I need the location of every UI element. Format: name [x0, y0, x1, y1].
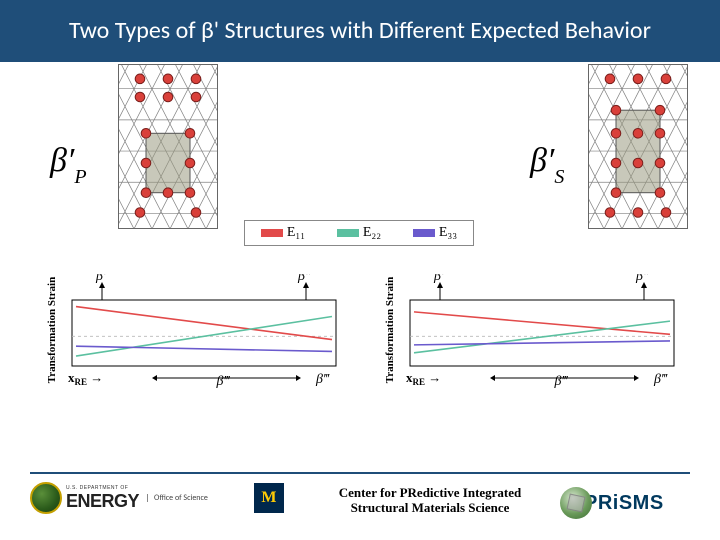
title-band: Two Types of β' Structures with Differen… [0, 0, 720, 62]
legend-label: E₁₁ [287, 225, 305, 241]
legend-item: E₂₂ [337, 225, 381, 241]
center-name: Center for PRedictive Integrated Structu… [320, 486, 540, 516]
legend-label: E₃₃ [439, 225, 457, 241]
legend-item: E₁₁ [261, 225, 305, 241]
svg-text:β″: β″ [635, 274, 649, 284]
doe-energy: ENERGY [66, 491, 139, 512]
svg-text:β‴: β‴ [653, 372, 668, 387]
strain-chart-right: β′ β″ xRE → β‴ β‴ [400, 274, 680, 394]
svg-text:β‴: β‴ [216, 374, 231, 389]
svg-text:β″: β″ [297, 274, 311, 284]
svg-text:xRE →: xRE → [406, 370, 441, 387]
legend-item: E₃₃ [413, 225, 457, 241]
doe-department: U.S. DEPARTMENT OF [66, 485, 139, 491]
svg-text:β‴: β‴ [554, 374, 569, 389]
svg-text:xRE →: xRE → [68, 370, 103, 387]
footer: U.S. DEPARTMENT OF ENERGY Office of Scie… [0, 472, 720, 540]
chart-ylabel-right: Transformation Strain [384, 270, 396, 390]
content-area: β′P β′S E₁₁ E₂₂ E₃₃ Transformation Strai… [0, 62, 720, 472]
svg-text:β′: β′ [95, 274, 107, 284]
legend: E₁₁ E₂₂ E₃₃ [244, 220, 474, 246]
doe-logo: U.S. DEPARTMENT OF ENERGY Office of Scie… [30, 482, 208, 514]
footer-logos: U.S. DEPARTMENT OF ENERGY Office of Scie… [30, 482, 284, 514]
lattice-diagram-left [118, 64, 218, 229]
doe-office: Office of Science [147, 494, 208, 503]
legend-swatch [261, 229, 283, 237]
legend-label: E₂₂ [363, 225, 381, 241]
svg-text:β′: β′ [433, 274, 445, 284]
prisms-text: PRiSMS [584, 492, 664, 515]
formula-beta-s: β′S [530, 142, 564, 185]
strain-chart-left: β′ β″ xRE → β‴ β‴ [62, 274, 342, 394]
umich-logo: M [254, 483, 284, 513]
legend-swatch [413, 229, 435, 237]
prisms-sphere-icon [560, 487, 592, 519]
doe-seal-icon [30, 482, 62, 514]
chart-ylabel-left: Transformation Strain [46, 270, 58, 390]
svg-text:β‴: β‴ [315, 372, 330, 387]
footer-divider [30, 472, 690, 474]
formula-beta-p: β′P [50, 142, 87, 185]
prisms-logo: PRiSMS [560, 484, 690, 522]
lattice-diagram-right [588, 64, 688, 229]
slide-title: Two Types of β' Structures with Differen… [69, 17, 651, 45]
legend-swatch [337, 229, 359, 237]
